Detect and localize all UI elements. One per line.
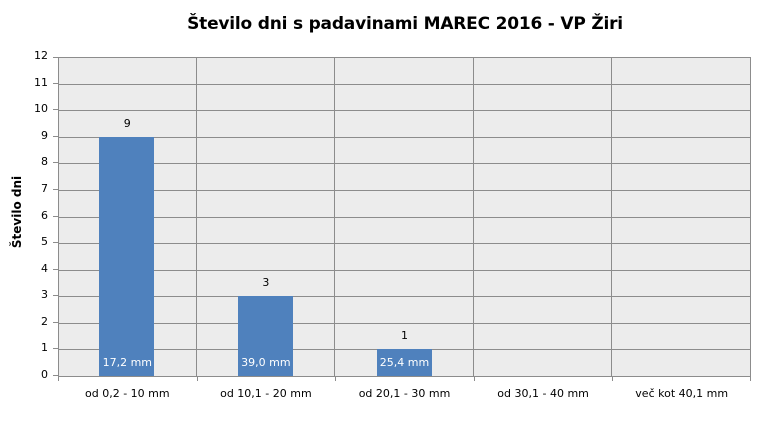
bar [99, 136, 155, 376]
gridline-horizontal [58, 269, 750, 271]
gridline-horizontal [58, 296, 750, 298]
bar-value-label: 3 [262, 276, 270, 290]
y-tick-label: 9 [41, 128, 48, 142]
bar-value-label: 9 [123, 116, 131, 130]
x-tick [335, 376, 336, 381]
y-tick-label: 8 [41, 155, 48, 169]
x-tick [58, 376, 59, 381]
y-tick-label: 4 [41, 261, 48, 275]
y-tick-label: 12 [34, 49, 48, 62]
x-tick-label: več kot 40,1 mm [635, 387, 729, 400]
x-tick [474, 376, 475, 381]
gridline-vertical [473, 58, 474, 376]
x-axis [58, 376, 751, 377]
y-tick [53, 188, 58, 190]
y-tick-label: 2 [41, 314, 48, 328]
gridline-vertical [611, 58, 612, 376]
gridline-horizontal [58, 83, 750, 85]
plot-area [58, 57, 751, 376]
y-tick-label: 5 [41, 235, 48, 249]
x-tick-label: od 0,2 - 10 mm [85, 387, 170, 400]
gridline-horizontal [58, 322, 750, 324]
x-tick-label: od 10,1 - 20 mm [220, 387, 312, 400]
y-tick [53, 162, 58, 164]
y-tick [53, 268, 58, 270]
x-tick-label: od 20,1 - 30 mm [358, 387, 451, 400]
y-tick-label: 6 [41, 208, 48, 222]
gridline-vertical [334, 58, 335, 376]
y-tick-label: 0 [41, 368, 48, 381]
bar [376, 349, 432, 376]
y-tick-label: 11 [34, 75, 48, 89]
x-tick [197, 376, 198, 381]
y-tick-label: 10 [34, 102, 48, 116]
gridline-horizontal [58, 163, 750, 165]
y-tick-label: 7 [41, 181, 48, 195]
y-tick [53, 295, 58, 297]
y-tick [53, 348, 58, 350]
gridline-horizontal [58, 110, 750, 112]
x-tick-label: od 30,1 - 40 mm [497, 387, 589, 400]
y-tick [53, 109, 58, 111]
y-tick [53, 57, 58, 58]
y-axis [58, 57, 59, 380]
y-tick [53, 242, 58, 244]
y-tick [53, 321, 58, 323]
y-tick [53, 135, 58, 137]
bar [237, 296, 293, 376]
bar-value-label: 1 [401, 329, 408, 343]
y-tick-label: 1 [41, 341, 48, 355]
y-tick [53, 215, 58, 217]
x-tick [612, 376, 613, 381]
bar-inner-label: 39,0 mm [241, 356, 291, 369]
y-tick-label: 3 [41, 288, 48, 302]
gridline-horizontal [58, 189, 750, 191]
gridline-horizontal [58, 243, 750, 245]
y-tick [53, 82, 58, 84]
gridline-vertical [196, 58, 197, 376]
gridline-horizontal [58, 136, 750, 138]
gridline-horizontal [58, 216, 750, 218]
bar-inner-label: 17,2 mm [102, 356, 152, 369]
x-tick [750, 376, 751, 381]
chart-title: Število dni s padavinami MAREC 2016 - VP… [187, 14, 623, 34]
bar-inner-label: 25,4 mm [379, 356, 430, 369]
y-tick [53, 375, 58, 376]
